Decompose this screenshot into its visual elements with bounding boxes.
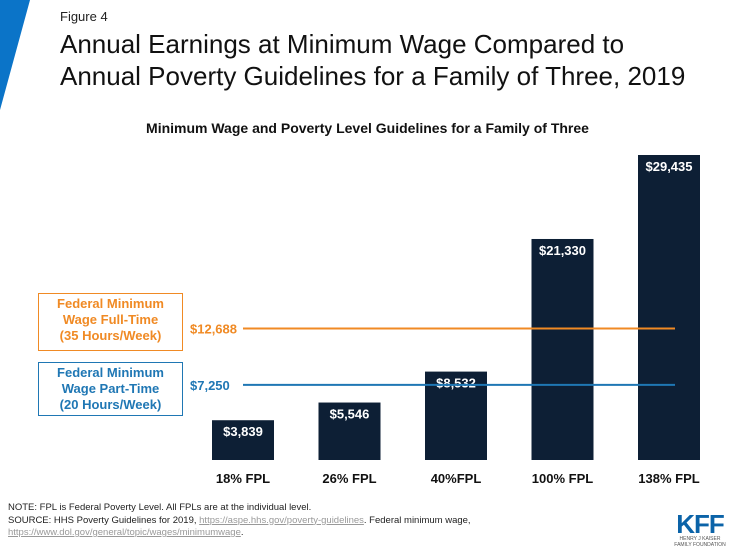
figure-label: Figure 4 (60, 9, 108, 24)
reference-value-label: $12,688 (190, 322, 237, 337)
part-time-label-line: Federal Minimum (57, 365, 164, 380)
corner-decoration (0, 0, 30, 110)
bar-value-label: $29,435 (646, 159, 693, 174)
part-time-label-line: Wage Part-Time (61, 381, 160, 396)
source-end: . (240, 527, 244, 538)
title-line-2: Annual Poverty Guidelines for a Family o… (60, 61, 686, 91)
part-time-wage-label: Federal Minimum Wage Part-Time (20 Hours… (38, 362, 183, 416)
full-time-label-line: Federal Minimum (57, 296, 164, 311)
bar-value-label: $8,532 (436, 376, 476, 391)
logo-subtext: HENRY J KAISER (679, 536, 721, 542)
source-text-2: https://www.dol.gov/general/topic/wages/… (8, 527, 608, 540)
hhs-link[interactable]: https://aspe.hhs.gov/poverty-guidelines (199, 514, 364, 526)
bar-value-label: $5,546 (330, 407, 370, 422)
category-label: 100% FPL (532, 471, 593, 486)
figure-title: Annual Earnings at Minimum Wage Compared… (60, 28, 730, 92)
bar (425, 371, 487, 460)
title-line-1: Annual Earnings at Minimum Wage Compared… (60, 29, 625, 59)
source-mid: . Federal minimum wage, (363, 514, 471, 526)
full-time-wage-label: Federal Minimum Wage Full-Time (35 Hours… (38, 293, 183, 351)
category-label: 138% FPL (638, 471, 699, 486)
bar (531, 238, 594, 460)
note-text: NOTE: FPL is Federal Poverty Level. All … (8, 502, 312, 513)
logo-subtext: FAMILY FOUNDATION (674, 542, 726, 548)
logo-text: KFF (676, 509, 725, 539)
part-time-label-line: (20 Hours/Week) (59, 397, 162, 412)
bar-value-label: $3,839 (223, 424, 263, 439)
category-label: 26% FPL (322, 471, 376, 486)
source-prefix: SOURCE: HHS Poverty Guidelines for 2019, (8, 514, 200, 526)
source-text: SOURCE: HHS Poverty Guidelines for 2019,… (8, 515, 608, 528)
full-time-label-line: Wage Full-Time (62, 312, 159, 327)
kff-logo: KFF HENRY J KAISER FAMILY FOUNDATION (672, 509, 728, 548)
full-time-label-line: (35 Hours/Week) (59, 328, 162, 343)
dol-link[interactable]: https://www.dol.gov/general/topic/wages/… (8, 527, 241, 538)
chart-title: Minimum Wage and Poverty Level Guideline… (146, 120, 589, 136)
bar (212, 420, 274, 460)
footnote: NOTE: FPL is Federal Poverty Level. All … (8, 502, 608, 540)
bar (638, 155, 700, 460)
category-label: 40%FPL (431, 471, 482, 486)
bar-value-label: $21,330 (539, 243, 586, 258)
reference-value-label: $7,250 (190, 378, 230, 393)
category-label: 18% FPL (216, 471, 270, 486)
bar-chart: $3,839 18% FPL $5,546 26% FPL $8,532 40%FPL $2… (190, 155, 700, 486)
bar (318, 402, 381, 460)
